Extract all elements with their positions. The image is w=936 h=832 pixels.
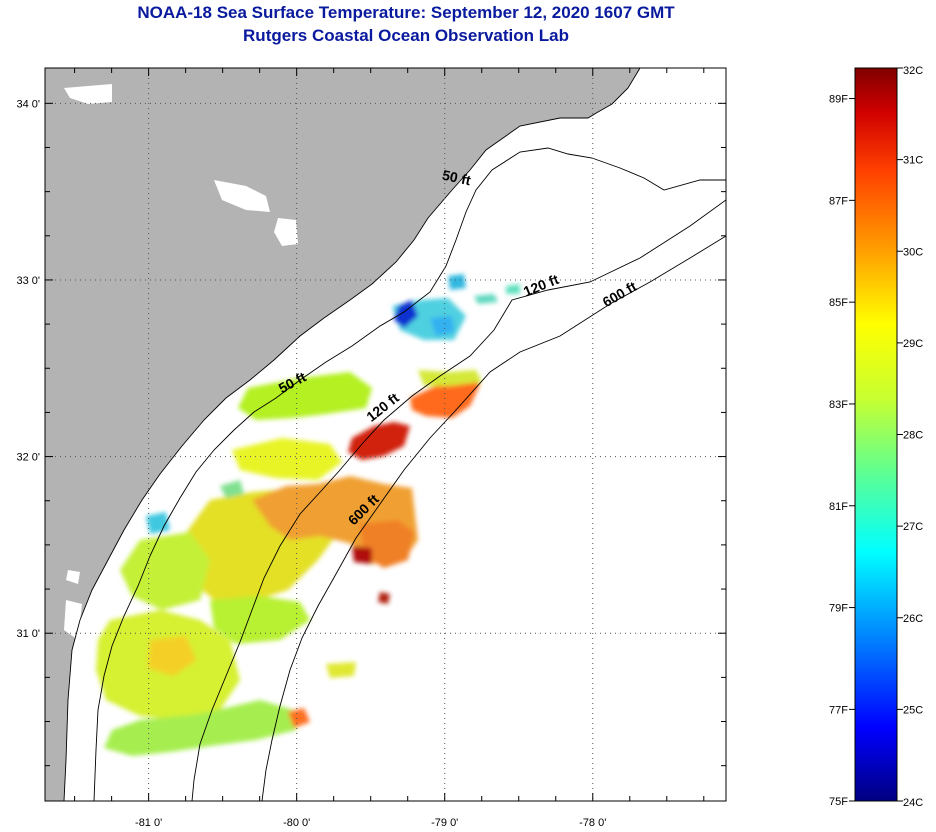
colorbar-fahrenheit-label: 85F xyxy=(829,297,848,309)
isobath-50ft xyxy=(93,147,726,801)
colorbar-celsius-label: 30C xyxy=(903,246,923,258)
map-frame xyxy=(44,67,727,802)
map-title: NOAA-18 Sea Surface Temperature: Septemb… xyxy=(137,3,675,22)
colorbar-fahrenheit-label: 83F xyxy=(829,399,848,411)
map-subtitle: Rutgers Coastal Ocean Observation Lab xyxy=(243,26,569,45)
lat-tick-label: 31 0' xyxy=(16,628,40,640)
contour-label: 50 ft xyxy=(441,167,473,189)
colorbar-celsius-label: 31C xyxy=(903,155,923,167)
isobath-600ft xyxy=(261,235,726,801)
colorbar-celsius-label: 29C xyxy=(903,338,923,350)
colorbar-celsius-label: 25C xyxy=(903,704,923,716)
colorbar-fahrenheit-label: 89F xyxy=(829,94,848,106)
lat-tick-label: 32 0' xyxy=(16,452,40,464)
colorbar-fahrenheit-label: 77F xyxy=(829,704,848,716)
colorbar-celsius-label: 24C xyxy=(903,797,923,809)
land-area xyxy=(45,68,640,801)
no-data-patch xyxy=(274,218,298,246)
no-data-patch xyxy=(64,84,112,104)
colorbar-fahrenheit-label: 81F xyxy=(829,501,848,513)
colorbar-labels: 32C 31C 30C 29C 28C 27C 26C 25C 24C 89F 87F 85F 83F 8… xyxy=(829,65,923,809)
no-data-patch xyxy=(214,180,270,212)
lat-tick-label: 33 0' xyxy=(16,275,40,287)
colorbar-fahrenheit-label: 75F xyxy=(829,796,848,808)
lon-tick-label: -80 0' xyxy=(283,817,310,829)
coastline xyxy=(63,68,641,801)
axis-ticks xyxy=(45,68,726,801)
lon-tick-label: -81 0' xyxy=(135,817,162,829)
colorbar-celsius-label: 28C xyxy=(903,430,923,442)
lon-tick-label: -79 0' xyxy=(431,817,458,829)
lat-tick-label: 34 0' xyxy=(16,98,40,110)
colorbar-celsius-label: 32C xyxy=(903,65,923,77)
contour-label-text: 50 ft xyxy=(441,167,473,189)
lat-lon-grid xyxy=(45,68,726,801)
colorbar-fahrenheit-label: 79F xyxy=(829,603,848,615)
colorbar-celsius-label: 26C xyxy=(903,613,923,625)
colorbar-fahrenheit-label: 87F xyxy=(829,195,848,207)
sst-data-layer xyxy=(96,274,520,756)
axis-labels: -81 0' -80 0' -79 0' -78 0' 34 0' 33 0' 32 0' 3… xyxy=(16,98,606,829)
no-data-patch xyxy=(66,570,80,584)
colorbar xyxy=(854,67,898,802)
lon-tick-label: -78 0' xyxy=(579,817,606,829)
colorbar-celsius-label: 27C xyxy=(903,521,923,533)
